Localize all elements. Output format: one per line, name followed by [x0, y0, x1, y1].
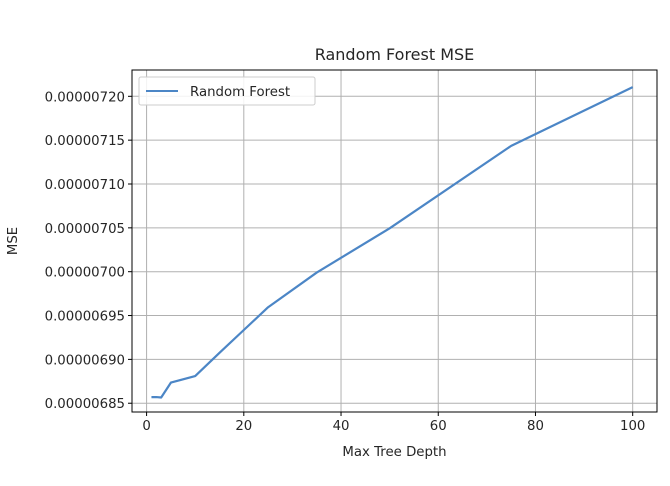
plot-frame — [131, 69, 658, 413]
x-tick-label: 0 — [142, 419, 150, 434]
x-tick-label: 40 — [333, 419, 350, 434]
y-tick-label: 0.00000710 — [45, 178, 125, 193]
series-layer — [151, 86, 634, 399]
x-tick-label: 20 — [235, 419, 252, 434]
y-tick-label: 0.00000705 — [45, 222, 125, 237]
y-tick-label: 0.00000690 — [45, 353, 125, 368]
legend-entry-random-forest: Random Forest — [190, 85, 290, 100]
x-tick-label: 60 — [430, 419, 447, 434]
chart-title: Random Forest MSE — [315, 45, 475, 64]
grid — [132, 70, 657, 412]
x-tick-label: 80 — [527, 419, 544, 434]
x-axis-label: Max Tree Depth — [342, 445, 446, 460]
legend: Random Forest — [138, 76, 316, 106]
y-tick-label: 0.00000720 — [45, 90, 125, 105]
y-axis-label: MSE — [6, 227, 21, 255]
series-line-random-forest — [151, 86, 634, 399]
y-tick-label: 0.00000685 — [45, 397, 125, 412]
axis-ticks: 0 20 40 60 80 100 0.00000685 0.00000690 0.000006… — [45, 90, 646, 434]
y-tick-label: 0.00000695 — [45, 310, 125, 325]
y-tick-label: 0.00000700 — [45, 266, 125, 281]
y-tick-label: 0.00000715 — [45, 134, 125, 149]
plot-area — [132, 70, 657, 412]
x-tick-label: 100 — [620, 419, 645, 434]
legend-box — [138, 76, 316, 106]
